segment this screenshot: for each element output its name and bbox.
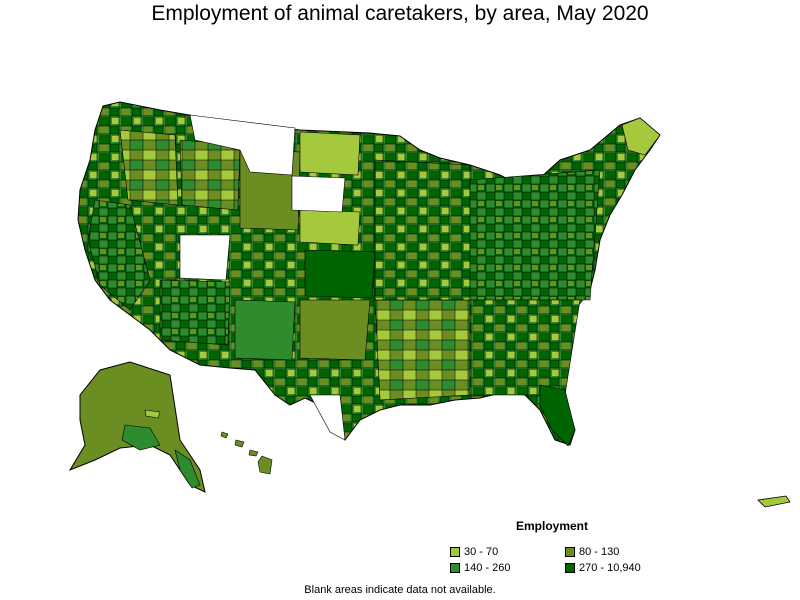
legend: Employment 30 - 70 80 - 130 140 - 260 27…	[450, 518, 680, 580]
legend-swatch	[565, 563, 575, 573]
map-title: Employment of animal caretakers, by area…	[151, 2, 649, 25]
legend-label: 140 - 260	[464, 562, 511, 574]
legend-label: 270 - 10,940	[579, 562, 641, 574]
legend-label: 30 - 70	[464, 546, 499, 558]
legend-label: 80 - 130	[579, 546, 620, 558]
legend-item-140-260: 140 - 260	[450, 561, 510, 575]
hawaii-region	[220, 431, 273, 475]
legend-item-30-70: 30 - 70	[450, 545, 498, 559]
alaska-region	[68, 361, 206, 493]
legend-item-80-130: 80 - 130	[565, 545, 619, 559]
legend-item-270-10940: 270 - 10,940	[565, 561, 641, 575]
legend-swatch	[450, 563, 460, 573]
puerto-rico-region	[757, 495, 791, 508]
legend-swatch	[565, 547, 575, 557]
legend-swatch	[450, 547, 460, 557]
contiguous-us-region	[77, 101, 661, 447]
footnote: Blank areas indicate data not available.	[304, 584, 496, 596]
legend-title: Employment	[516, 519, 589, 533]
